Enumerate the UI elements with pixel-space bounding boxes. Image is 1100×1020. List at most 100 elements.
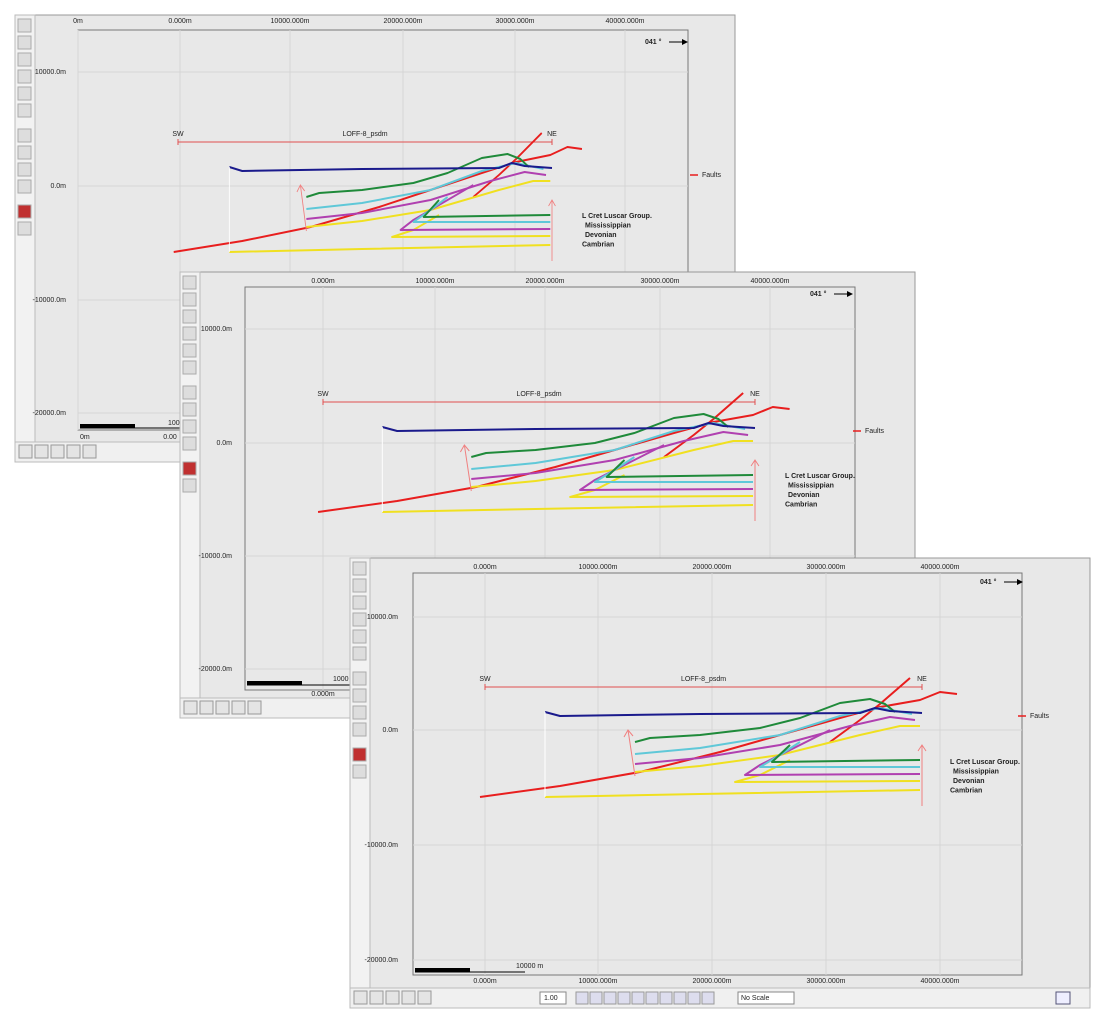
tool-button[interactable] xyxy=(352,561,367,576)
tool-button[interactable] xyxy=(182,461,197,476)
toolbar-button[interactable] xyxy=(687,991,701,1005)
tool-button[interactable] xyxy=(17,103,32,118)
y-axis-label: 0.0m xyxy=(216,440,232,447)
section-end: NE xyxy=(917,676,927,683)
horizon-legend: Devonian xyxy=(788,492,820,499)
x-axis-label: 30000.000m xyxy=(807,564,846,571)
toolbar-button[interactable] xyxy=(353,990,368,1005)
toolbar-button[interactable] xyxy=(66,444,81,459)
y-axis-label: -10000.0m xyxy=(365,842,399,849)
section-start: SW xyxy=(479,676,491,683)
tool-button[interactable] xyxy=(352,764,367,779)
faults-legend: Faults xyxy=(1030,713,1050,720)
toolbar-button[interactable] xyxy=(18,444,33,459)
section-name: LOFF-8_psdm xyxy=(681,676,726,683)
tool-button[interactable] xyxy=(182,402,197,417)
scale-dropdown[interactable] xyxy=(737,991,795,1005)
tool-button[interactable] xyxy=(182,326,197,341)
tool-button[interactable] xyxy=(352,595,367,610)
tool-button[interactable] xyxy=(182,360,197,375)
tool-button[interactable] xyxy=(352,629,367,644)
toolbar-button[interactable] xyxy=(215,700,230,715)
tool-button[interactable] xyxy=(17,204,32,219)
tool-button[interactable] xyxy=(182,275,197,290)
tool-button[interactable] xyxy=(182,292,197,307)
scale-label: 1000 xyxy=(333,676,349,683)
toolbar-button[interactable] xyxy=(369,990,384,1005)
toolbar-button[interactable] xyxy=(417,990,432,1005)
x-axis-label: 30000.000m xyxy=(496,18,535,25)
tool-button[interactable] xyxy=(182,343,197,358)
tool-button[interactable] xyxy=(352,722,367,737)
tool-button[interactable] xyxy=(352,612,367,627)
tool-button[interactable] xyxy=(17,52,32,67)
toolbar-button[interactable] xyxy=(589,991,603,1005)
azimuth-arrowhead xyxy=(682,39,688,45)
section-end: NE xyxy=(750,391,760,398)
horizon-legend: L Cret Luscar Group. xyxy=(582,213,652,220)
faults-legend: Faults xyxy=(702,172,722,179)
horizon-legend: L Cret Luscar Group. xyxy=(785,473,855,480)
window-button[interactable] xyxy=(1055,991,1071,1005)
tool-button[interactable] xyxy=(352,646,367,661)
bottom-axis-label: 0m xyxy=(80,434,90,441)
horizon-legend: Cambrian xyxy=(785,501,817,508)
tool-button[interactable] xyxy=(17,18,32,33)
tool-button[interactable] xyxy=(17,35,32,50)
x-axis-label: 0.000m xyxy=(473,564,497,571)
x-axis-label: 30000.000m xyxy=(641,278,680,285)
tool-button[interactable] xyxy=(352,578,367,593)
tool-button[interactable] xyxy=(352,705,367,720)
toolbar-button[interactable] xyxy=(701,991,715,1005)
tool-button[interactable] xyxy=(352,688,367,703)
bottom-axis-label: 10000.000m xyxy=(579,978,618,985)
toolbar-button[interactable] xyxy=(659,991,673,1005)
toolbar-button[interactable] xyxy=(617,991,631,1005)
toolbar-button[interactable] xyxy=(231,700,246,715)
horizon-legend: Devonian xyxy=(585,232,617,239)
tool-button[interactable] xyxy=(182,419,197,434)
tool-button[interactable] xyxy=(352,747,367,762)
toolbar-button[interactable] xyxy=(673,991,687,1005)
toolbar-button[interactable] xyxy=(199,700,214,715)
scale-bar xyxy=(415,968,470,972)
x-axis-label: 20000.000m xyxy=(384,18,423,25)
zoom-field[interactable] xyxy=(539,991,567,1005)
x-axis-label: 10000.000m xyxy=(579,564,618,571)
scale-value: No Scale xyxy=(741,995,770,1002)
toolbar-button[interactable] xyxy=(247,700,262,715)
horizon-legend: Mississippian xyxy=(585,222,631,229)
tool-button[interactable] xyxy=(17,86,32,101)
x-axis-label: 0.000m xyxy=(168,18,192,25)
tool-button[interactable] xyxy=(182,385,197,400)
tool-button[interactable] xyxy=(17,179,32,194)
tool-button[interactable] xyxy=(17,162,32,177)
x-axis-label: 20000.000m xyxy=(526,278,565,285)
bottom-axis-label: 30000.000m xyxy=(807,978,846,985)
toolbar-button[interactable] xyxy=(50,444,65,459)
toolbar-button[interactable] xyxy=(645,991,659,1005)
toolbar-button[interactable] xyxy=(385,990,400,1005)
toolbar-button[interactable] xyxy=(401,990,416,1005)
bottom-axis-label: 0.00 xyxy=(163,434,177,441)
faults-legend: Faults xyxy=(865,428,885,435)
tool-button[interactable] xyxy=(17,221,32,236)
toolbar-button[interactable] xyxy=(631,991,645,1005)
toolbar-button[interactable] xyxy=(183,700,198,715)
horizon-legend: L Cret Luscar Group. xyxy=(950,759,1020,766)
tool-button[interactable] xyxy=(17,145,32,160)
tool-button[interactable] xyxy=(182,436,197,451)
toolbar-button[interactable] xyxy=(603,991,617,1005)
toolbar-button[interactable] xyxy=(82,444,97,459)
tool-button[interactable] xyxy=(352,671,367,686)
toolbar-button[interactable] xyxy=(575,991,589,1005)
toolbar-button[interactable] xyxy=(34,444,49,459)
y-axis-label: 0.0m xyxy=(382,727,398,734)
tool-button[interactable] xyxy=(17,69,32,84)
plot-frame xyxy=(412,572,1023,976)
tool-button[interactable] xyxy=(17,128,32,143)
section-end: NE xyxy=(547,131,557,138)
tool-button[interactable] xyxy=(182,309,197,324)
tool-button[interactable] xyxy=(182,478,197,493)
y-axis-label: -10000.0m xyxy=(199,553,233,560)
